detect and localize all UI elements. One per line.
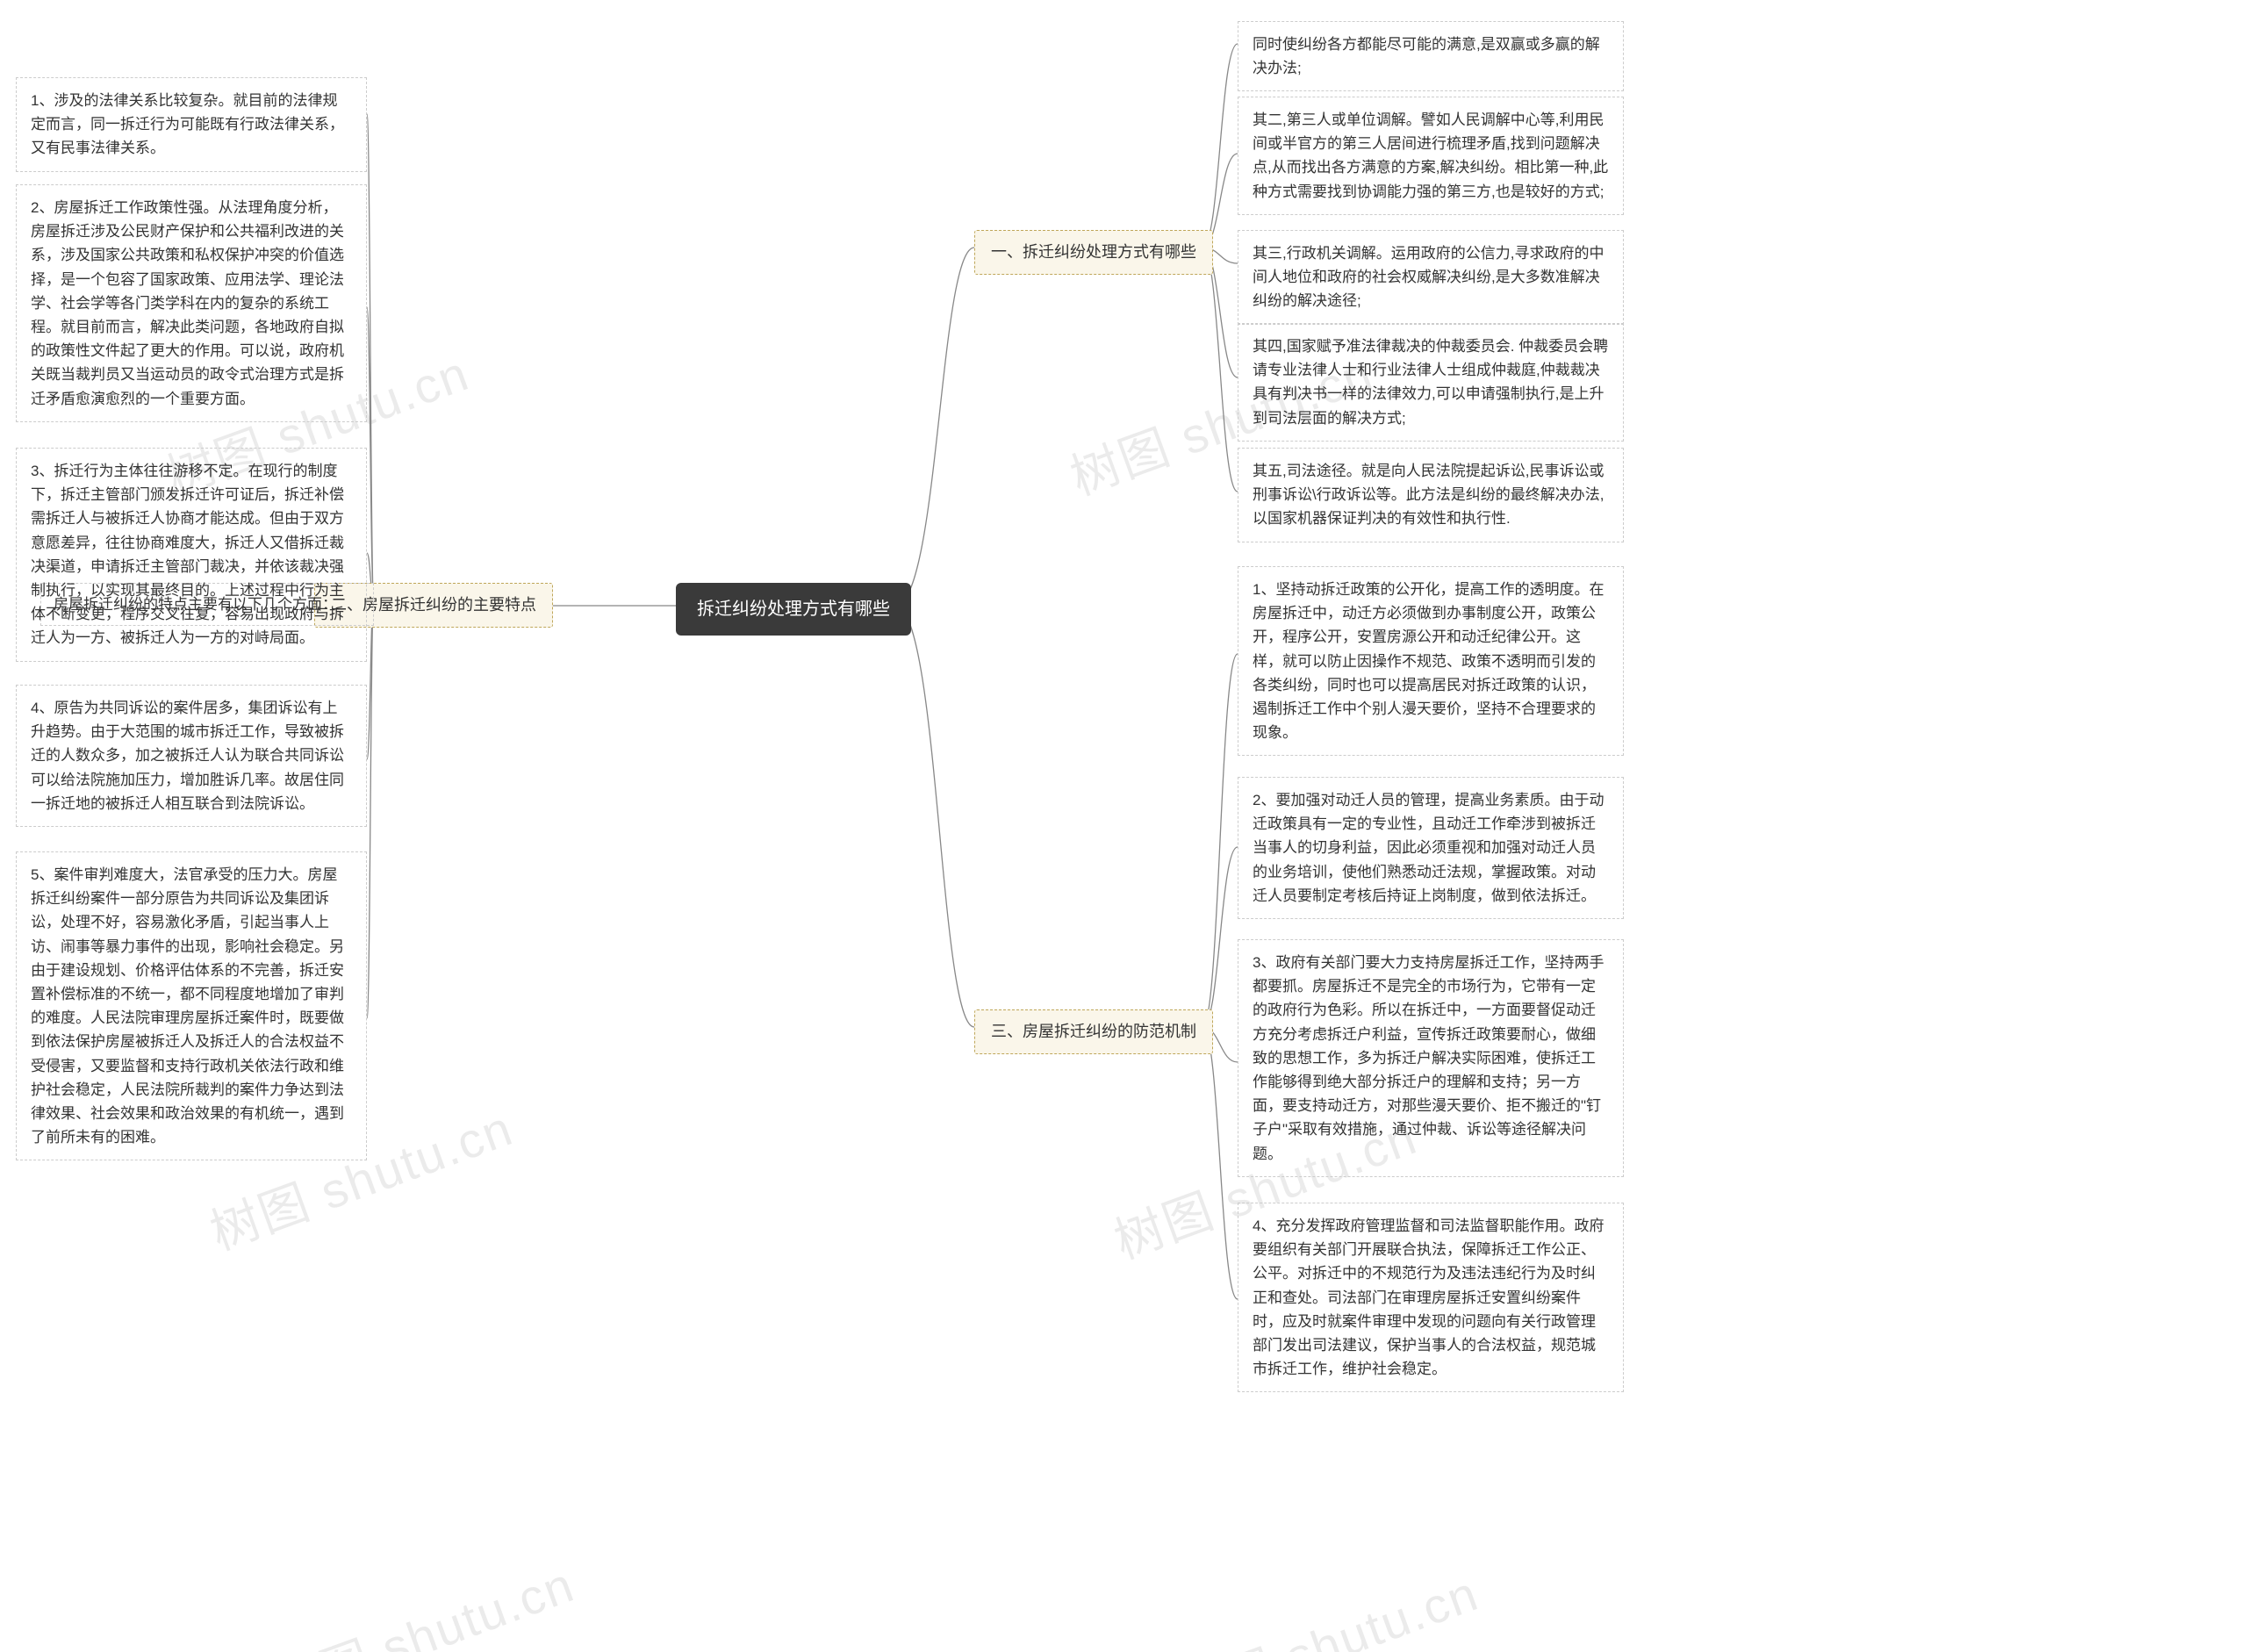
watermark: 树图 shutu.cn bbox=[1165, 1555, 1487, 1652]
leaf-node: 5、案件审判难度大，法官承受的压力大。房屋拆迁纠纷案件一部分原告为共同诉讼及集团… bbox=[16, 851, 367, 1160]
leaf-node: 4、原告为共同诉讼的案件居多，集团诉讼有上升趋势。由于大范围的城市拆迁工作，导致… bbox=[16, 685, 367, 827]
leaf-node: 其三,行政机关调解。运用政府的公信力,寻求政府的中间人地位和政府的社会权威解决纠… bbox=[1238, 230, 1624, 325]
leaf-node: 1、涉及的法律关系比较复杂。就目前的法律规定而言，同一拆迁行为可能既有行政法律关… bbox=[16, 77, 367, 172]
leaf-node: 2、要加强对动迁人员的管理，提高业务素质。由于动迁政策具有一定的专业性，且动迁工… bbox=[1238, 777, 1624, 919]
branch-node-1[interactable]: 一、拆迁纠纷处理方式有哪些 bbox=[974, 230, 1213, 275]
leaf-node: 同时使纠纷各方都能尽可能的满意,是双赢或多赢的解决办法; bbox=[1238, 21, 1624, 91]
leaf-node: 4、充分发挥政府管理监督和司法监督职能作用。政府要组织有关部门开展联合执法，保障… bbox=[1238, 1203, 1624, 1392]
mindmap-root[interactable]: 拆迁纠纷处理方式有哪些 bbox=[676, 583, 911, 636]
leaf-node: 1、坚持动拆迁政策的公开化，提高工作的透明度。在房屋拆迁中，动迁方必须做到办事制… bbox=[1238, 566, 1624, 756]
leaf-node: 3、拆迁行为主体往往游移不定。在现行的制度下，拆迁主管部门颁发拆迁许可证后，拆迁… bbox=[16, 448, 367, 662]
watermark: 树图 shutu.cn bbox=[261, 1546, 583, 1652]
leaf-node: 2、房屋拆迁工作政策性强。从法理角度分析，房屋拆迁涉及公民财产保护和公共福利改进… bbox=[16, 184, 367, 422]
leaf-node: 其五,司法途径。就是向人民法院提起诉讼,民事诉讼或刑事诉讼\行政诉讼等。此方法是… bbox=[1238, 448, 1624, 542]
leaf-node: 其四,国家赋予准法律裁决的仲裁委员会. 仲裁委员会聘请专业法律人士和行业法律人士… bbox=[1238, 323, 1624, 442]
leaf-node: 其二,第三人或单位调解。譬如人民调解中心等,利用民间或半官方的第三人居间进行梳理… bbox=[1238, 97, 1624, 215]
branch-node-3[interactable]: 三、房屋拆迁纠纷的防范机制 bbox=[974, 1009, 1213, 1054]
leaf-node: 3、政府有关部门要大力支持房屋拆迁工作，坚持两手都要抓。房屋拆迁不是完全的市场行… bbox=[1238, 939, 1624, 1177]
